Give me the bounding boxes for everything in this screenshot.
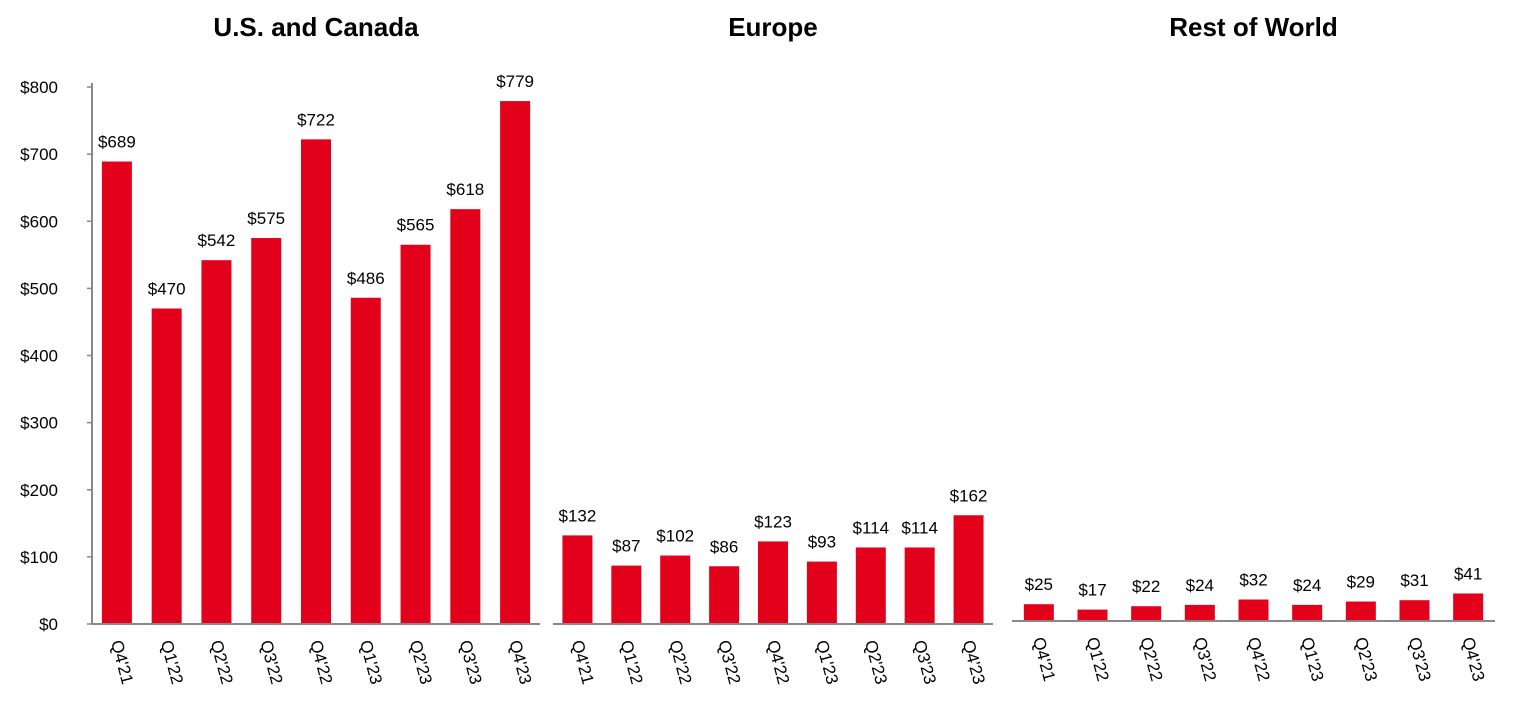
x-tick-label: Q3'23 <box>455 638 485 686</box>
bar <box>1399 600 1430 621</box>
x-tick-label: Q3'23 <box>1405 635 1435 683</box>
bar <box>201 260 232 624</box>
x-tick-label: Q2'22 <box>207 638 237 686</box>
x-tick-label: Q4'21 <box>107 638 137 686</box>
bar <box>709 566 740 624</box>
chart-title: Rest of World <box>1169 12 1338 42</box>
value-label: $486 <box>347 269 385 288</box>
bar <box>611 565 642 624</box>
chart-title: U.S. and Canada <box>213 12 419 42</box>
value-label: $22 <box>1132 577 1160 596</box>
bar <box>101 161 132 625</box>
x-tick-label: Q4'22 <box>1244 635 1274 683</box>
x-tick-label: Q4'23 <box>1458 635 1488 683</box>
y-tick-label: $400 <box>20 347 58 366</box>
bar <box>953 515 984 624</box>
bar <box>400 244 431 624</box>
x-tick-label: Q2'23 <box>861 638 891 686</box>
x-tick-label: Q4'23 <box>959 638 989 686</box>
value-label: $470 <box>148 280 186 299</box>
value-label: $25 <box>1025 575 1053 594</box>
value-label: $722 <box>297 110 335 129</box>
value-label: $162 <box>950 486 988 505</box>
x-tick-label: Q4'21 <box>1029 635 1059 683</box>
y-tick-label: $100 <box>20 548 58 567</box>
bar <box>1238 599 1269 621</box>
x-tick-label: Q1'22 <box>616 638 646 686</box>
x-tick-label: Q1'23 <box>356 638 386 686</box>
x-tick-label: Q3'22 <box>714 638 744 686</box>
value-label: $123 <box>754 512 792 531</box>
x-tick-label: Q1'22 <box>1083 635 1113 683</box>
x-tick-label: Q4'22 <box>306 638 336 686</box>
value-label: $93 <box>808 533 836 552</box>
y-tick-label: $700 <box>20 145 58 164</box>
bar <box>251 238 282 624</box>
value-label: $565 <box>397 216 435 235</box>
bar <box>1345 601 1376 621</box>
x-tick-label: Q3'22 <box>256 638 286 686</box>
chart-title: Europe <box>728 12 818 42</box>
bar <box>1077 609 1108 621</box>
y-tick-label: $0 <box>39 615 58 634</box>
bar <box>1453 593 1484 621</box>
value-label: $87 <box>612 537 640 556</box>
x-tick-label: Q1'23 <box>1297 635 1327 683</box>
x-tick-label: Q4'21 <box>568 638 598 686</box>
value-label: $24 <box>1293 576 1321 595</box>
value-label: $86 <box>710 537 738 556</box>
bar <box>855 547 886 624</box>
bar <box>1023 604 1054 621</box>
bar <box>301 139 331 625</box>
value-label: $29 <box>1347 573 1375 592</box>
bar <box>758 541 788 624</box>
x-tick-label: Q4'22 <box>763 638 793 686</box>
bar <box>500 101 531 624</box>
value-label: $24 <box>1186 576 1214 595</box>
value-label: $689 <box>98 133 136 152</box>
bar <box>562 535 593 624</box>
bar <box>1131 606 1162 621</box>
x-tick-label: Q3'23 <box>910 638 940 686</box>
value-label: $41 <box>1454 564 1482 583</box>
value-label: $114 <box>901 518 938 537</box>
value-label: $132 <box>559 506 597 525</box>
x-tick-label: Q1'23 <box>812 638 842 686</box>
value-label: $542 <box>198 231 236 250</box>
y-tick-label: $300 <box>20 414 58 433</box>
x-tick-label: Q1'22 <box>157 638 187 686</box>
value-label: $17 <box>1078 581 1106 600</box>
value-label: $114 <box>852 518 889 537</box>
bar <box>350 297 381 624</box>
value-label: $575 <box>247 209 285 228</box>
value-label: $102 <box>656 527 694 546</box>
bar <box>904 547 935 624</box>
y-tick-label: $500 <box>20 279 58 298</box>
bar <box>806 561 837 624</box>
bar <box>450 209 481 625</box>
y-tick-label: $600 <box>20 212 58 231</box>
value-label: $779 <box>496 72 534 91</box>
bar <box>1292 604 1323 621</box>
bar <box>1184 604 1215 621</box>
x-tick-label: Q2'22 <box>665 638 695 686</box>
y-tick-label: $200 <box>20 481 58 500</box>
y-tick-label: $800 <box>20 78 58 97</box>
x-tick-label: Q2'22 <box>1136 635 1166 683</box>
x-tick-label: Q2'23 <box>406 638 436 686</box>
value-label: $618 <box>446 180 484 199</box>
value-label: $32 <box>1239 571 1267 590</box>
bar <box>660 555 691 624</box>
value-label: $31 <box>1400 571 1428 590</box>
x-tick-label: Q4'23 <box>505 638 535 686</box>
x-tick-label: Q3'22 <box>1190 635 1220 683</box>
x-tick-label: Q2'23 <box>1351 635 1381 683</box>
bar <box>151 308 182 624</box>
